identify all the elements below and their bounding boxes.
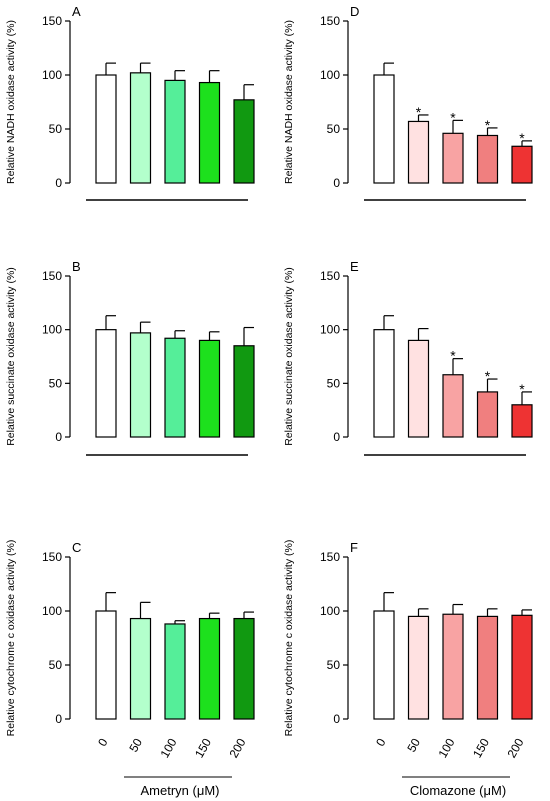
- bar: [95, 610, 117, 720]
- y-tick-label: 150: [42, 14, 62, 28]
- panel-d: D 0 50 100 150 Relative NADH oxidase activity…: [283, 4, 533, 201]
- x-tick-label: 100: [157, 736, 179, 761]
- x-tick-label: 50: [404, 736, 423, 755]
- panel-label: F: [350, 540, 358, 555]
- bar: [95, 329, 117, 438]
- x-tick-label: 100: [435, 736, 457, 761]
- x-tick-label: 150: [192, 736, 214, 761]
- y-axis-label: Relative cytochrome c oxidase activity (…: [5, 540, 17, 737]
- x-axis-label: Ametryn (μM): [141, 783, 220, 798]
- significance-marker: *: [485, 368, 491, 384]
- panel-label: A: [72, 4, 81, 19]
- y-tick-label: 100: [320, 323, 340, 337]
- y-tick-label: 50: [327, 658, 341, 672]
- y-tick-label: 100: [42, 604, 62, 618]
- y-tick-label: 0: [55, 176, 62, 190]
- y-tick-label: 50: [49, 122, 63, 136]
- significance-marker: *: [519, 381, 525, 397]
- bar: [476, 391, 499, 438]
- x-axis-label: Clomazone (μM): [410, 783, 506, 798]
- bar: [129, 332, 152, 438]
- bar: [511, 145, 533, 184]
- bar: [129, 72, 152, 184]
- bar: [233, 345, 255, 438]
- bar: [442, 613, 464, 720]
- y-tick-label: 0: [55, 712, 62, 726]
- y-tick-label: 0: [333, 430, 340, 444]
- bar: [407, 339, 430, 438]
- x-tick-label: 0: [95, 736, 111, 749]
- y-tick-label: 100: [320, 68, 340, 82]
- y-tick-label: 50: [327, 376, 341, 390]
- y-tick-label: 50: [327, 122, 341, 136]
- panel-f: F 0 50 100 150 Relative cytochrome c oxidase …: [283, 540, 533, 798]
- y-axis-label: Relative succinate oxidase activity (%): [5, 267, 17, 446]
- panel-b: B 0 50 100 150 Relative succinate oxidase act…: [5, 259, 255, 456]
- x-tick-label: 200: [504, 736, 526, 761]
- bar: [476, 134, 499, 184]
- bar: [373, 610, 395, 720]
- bar: [442, 132, 464, 184]
- y-tick-label: 150: [320, 269, 340, 283]
- bar: [407, 615, 430, 720]
- bar: [233, 617, 255, 720]
- bar: [198, 81, 221, 184]
- y-tick-label: 100: [320, 604, 340, 618]
- y-tick-label: 0: [333, 712, 340, 726]
- significance-marker: *: [450, 348, 456, 364]
- x-tick-label: 200: [226, 736, 248, 761]
- significance-marker: *: [416, 104, 422, 120]
- y-axis-label: Relative NADH oxidase activity (%): [5, 20, 17, 184]
- bar: [129, 617, 152, 720]
- bar: [164, 623, 186, 720]
- y-tick-label: 0: [333, 176, 340, 190]
- bar: [476, 615, 499, 720]
- bar: [164, 79, 186, 184]
- bar: [407, 120, 430, 184]
- bar: [373, 74, 395, 184]
- significance-marker: *: [450, 109, 456, 125]
- bar: [198, 339, 221, 438]
- significance-marker: *: [519, 130, 525, 146]
- panel-label: B: [72, 259, 81, 274]
- panel-label: C: [72, 540, 81, 555]
- y-tick-label: 50: [49, 376, 63, 390]
- bar: [511, 404, 533, 438]
- y-tick-label: 100: [42, 323, 62, 337]
- bar: [198, 617, 221, 720]
- y-tick-label: 0: [55, 430, 62, 444]
- panel-label: D: [350, 4, 359, 19]
- significance-marker: *: [485, 117, 491, 133]
- panel-e: E 0 50 100 150 Relative succinate oxidase act…: [283, 259, 533, 456]
- y-axis-label: Relative NADH oxidase activity (%): [283, 20, 295, 184]
- y-axis-label: Relative succinate oxidase activity (%): [283, 267, 295, 446]
- y-tick-label: 50: [49, 658, 63, 672]
- y-tick-label: 150: [320, 14, 340, 28]
- x-tick-label: 0: [373, 736, 389, 749]
- bar: [373, 329, 395, 438]
- y-tick-label: 150: [42, 550, 62, 564]
- y-tick-label: 150: [42, 269, 62, 283]
- bar: [164, 337, 186, 438]
- panel-label: E: [350, 259, 359, 274]
- x-tick-label: 150: [470, 736, 492, 761]
- bar: [442, 374, 464, 438]
- panel-a: A 0 50 100 150 Relative NADH oxidase activity…: [5, 4, 255, 201]
- y-axis-label: Relative cytochrome c oxidase activity (…: [283, 540, 295, 737]
- y-tick-label: 150: [320, 550, 340, 564]
- y-tick-label: 100: [42, 68, 62, 82]
- bar: [511, 614, 533, 720]
- panel-c: C 0 50 100 150 Relative cytochrome c oxidase …: [5, 540, 255, 798]
- bar: [95, 74, 117, 184]
- x-tick-label: 50: [126, 736, 145, 755]
- bar: [233, 99, 255, 184]
